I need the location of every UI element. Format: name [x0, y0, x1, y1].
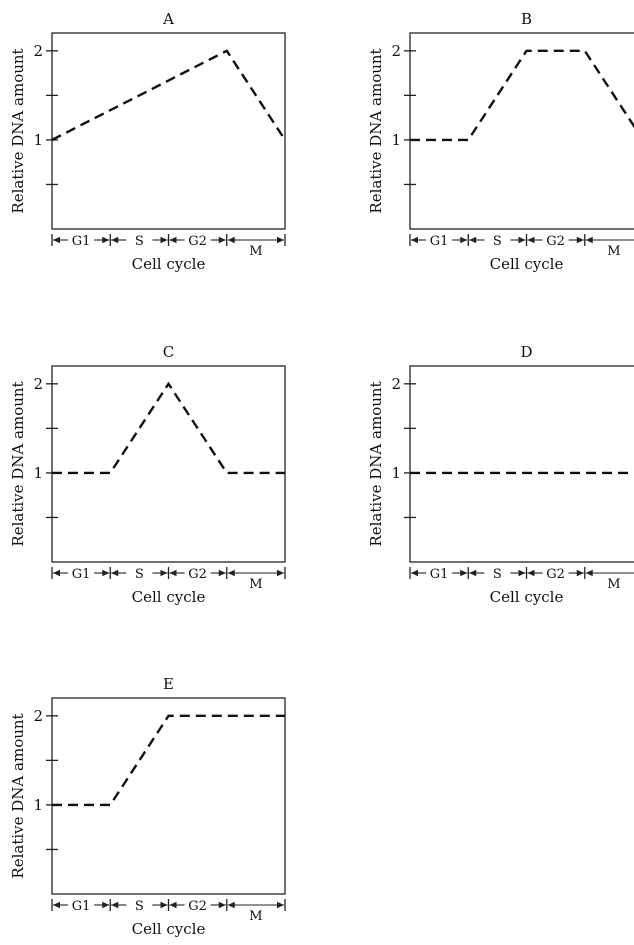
phase-arrow-head [469, 236, 477, 244]
phase-label-S: S [135, 567, 144, 582]
plot-frame [409, 365, 634, 563]
x-axis-label: Cell cycle [132, 920, 206, 938]
phase-arrow-head [218, 901, 226, 909]
phase-label-G2: G2 [188, 234, 207, 249]
phase-label-G1: G1 [72, 234, 91, 249]
phase-label-S: S [135, 899, 144, 914]
phase-arrow-head [160, 901, 168, 909]
chart-panel-D: D 1 2 Relative DNA amount G1 S G2 M Cell cycle [367, 343, 634, 606]
phase-label-S: S [135, 234, 144, 249]
phase-arrow-head [277, 236, 284, 244]
phase-arrow-head [169, 569, 177, 577]
y-tick-label: 1 [391, 131, 401, 149]
phase-arrow-head [469, 569, 477, 577]
phase-arrow-head [277, 901, 284, 909]
phase-arrow-head [411, 569, 418, 577]
phase-arrow-head [460, 236, 468, 244]
phase-arrow-head [585, 236, 593, 244]
phase-arrow-head [169, 901, 177, 909]
phase-arrow-head [227, 236, 235, 244]
phase-arrow-head [576, 569, 584, 577]
plot-frame [51, 365, 286, 563]
x-axis-label: Cell cycle [490, 255, 564, 273]
phase-label-G1: G1 [72, 899, 91, 914]
chart-panel-E: E 1 2 Relative DNA amount G1 S G2 M Cell cycle [9, 675, 286, 938]
y-axis-label: Relative DNA amount [9, 713, 27, 878]
phase-label-G1: G1 [72, 567, 91, 582]
phase-label-M: M [607, 577, 620, 592]
y-tick-label: 2 [33, 375, 43, 393]
chart-panel-C: C 1 2 Relative DNA amount G1 S G2 M Cell cycle [9, 343, 286, 606]
chart-title: D [520, 343, 532, 361]
phase-arrow-head [111, 236, 119, 244]
plot-frame [51, 32, 286, 230]
phase-label-M: M [607, 244, 620, 259]
y-tick-label: 2 [33, 42, 43, 60]
y-tick-label: 1 [33, 131, 43, 149]
phase-arrow-head [518, 569, 526, 577]
y-axis-label: Relative DNA amount [367, 48, 385, 213]
phase-arrow-head [518, 236, 526, 244]
phase-label-M: M [249, 577, 262, 592]
phase-arrow-head [585, 569, 593, 577]
y-tick-label: 2 [33, 707, 43, 725]
phase-label-M: M [249, 244, 262, 259]
x-axis-label: Cell cycle [490, 588, 564, 606]
phase-arrow-head [160, 236, 168, 244]
phase-label-S: S [493, 567, 502, 582]
x-axis-label: Cell cycle [132, 255, 206, 273]
phase-arrow-head [527, 569, 535, 577]
chart-title: E [163, 675, 174, 693]
phase-arrow-head [411, 236, 418, 244]
phase-arrow-head [102, 236, 110, 244]
chart-panel-A: A 1 2 Relative DNA amount G1 S G2 M Cell cycle [9, 10, 287, 273]
y-tick-label: 1 [391, 464, 401, 482]
phase-arrow-head [460, 569, 468, 577]
dna-amount-line [52, 714, 285, 807]
phase-arrow-head [227, 569, 235, 577]
phase-arrow-head [277, 569, 284, 577]
y-axis-label: Relative DNA amount [9, 48, 27, 213]
phase-arrow-head [227, 901, 235, 909]
phase-arrow-head [169, 236, 177, 244]
phase-arrow-head [218, 236, 226, 244]
phase-label-G1: G1 [430, 234, 449, 249]
dna-amount-line [52, 381, 285, 475]
phase-arrow-head [111, 569, 119, 577]
phase-arrow-head [218, 569, 226, 577]
dna-amount-line [410, 49, 634, 142]
phase-arrow-head [102, 901, 110, 909]
phase-label-G2: G2 [546, 567, 565, 582]
phase-arrow-head [527, 236, 535, 244]
phase-label-G2: G2 [188, 899, 207, 914]
phase-arrow-head [160, 569, 168, 577]
phase-arrow-head [53, 236, 60, 244]
phase-label-G2: G2 [546, 234, 565, 249]
y-tick-label: 1 [33, 464, 43, 482]
phase-arrow-head [102, 569, 110, 577]
y-tick-label: 2 [391, 375, 401, 393]
y-tick-label: 1 [33, 796, 43, 814]
phase-arrow-head [576, 236, 584, 244]
phase-label-S: S [493, 234, 502, 249]
dna-amount-line [51, 49, 287, 141]
y-tick-label: 2 [391, 42, 401, 60]
chart-title: C [163, 343, 174, 361]
chart-panel-B: B 1 2 Relative DNA amount G1 S G2 M Cell cycle [367, 10, 634, 273]
phase-label-M: M [249, 909, 262, 924]
y-axis-label: Relative DNA amount [367, 381, 385, 546]
x-axis-label: Cell cycle [132, 588, 206, 606]
phase-arrow-head [111, 901, 119, 909]
phase-label-G1: G1 [430, 567, 449, 582]
plot-frame [409, 32, 634, 230]
phase-arrow-head [53, 901, 60, 909]
plot-frame [51, 697, 286, 895]
phase-label-G2: G2 [188, 567, 207, 582]
chart-title: B [521, 10, 532, 28]
phase-arrow-head [53, 569, 60, 577]
y-axis-label: Relative DNA amount [9, 381, 27, 546]
chart-title: A [162, 10, 174, 28]
